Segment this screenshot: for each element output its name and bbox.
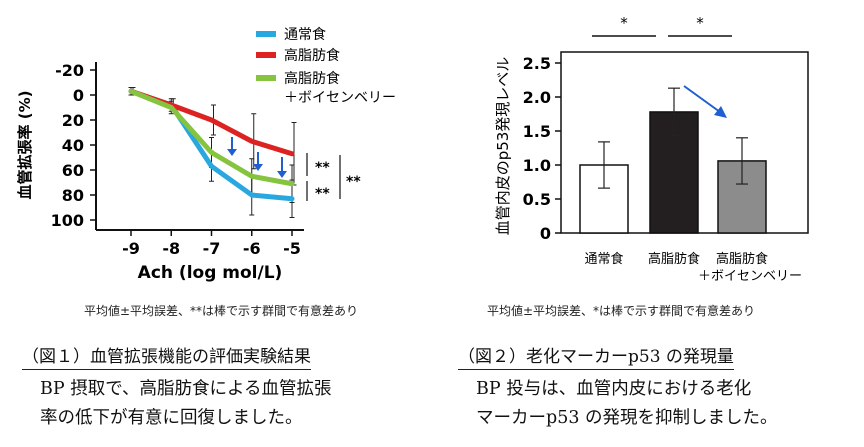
x-tick-label: -6	[243, 239, 261, 258]
figure2-caption: （図２）老化マーカーp53 の発現量	[458, 342, 734, 370]
x-tick-label: -5	[283, 239, 301, 258]
category-label: ＋ボイセンベリー	[698, 269, 802, 284]
x-tick-label: -7	[203, 239, 221, 258]
legend-label: 高脂肪食	[284, 70, 340, 87]
legend-label: 通常食	[284, 26, 326, 43]
x-tick-label: -8	[162, 239, 180, 258]
figure1-description: BP 摂取で、高脂肪食による血管拡張 率の低下が有意に回復しました。	[40, 375, 331, 433]
legend-label: ＋ボイセンベリー	[284, 90, 396, 106]
significance-mark: **	[346, 174, 361, 190]
y-axis-label: 血管内皮のp53発現レベル	[494, 57, 512, 236]
description-line: 率の低下が有意に回復しました。	[40, 408, 303, 428]
significance-mark: **	[315, 160, 330, 176]
y-axis-label: 血管拡張率 (%)	[16, 91, 34, 200]
y-tick-label: 80	[62, 186, 84, 205]
y-tick-label: 1.0	[523, 156, 551, 175]
category-label: 通常食	[584, 251, 623, 267]
y-tick-label: 40	[62, 136, 84, 155]
y-tick-label: 1.5	[523, 122, 551, 141]
x-axis-label: Ach (log mol/L)	[138, 263, 283, 283]
legend-label: 高脂肪食	[284, 47, 340, 64]
x-tick-label: -9	[122, 239, 140, 258]
arrow-head	[277, 171, 287, 178]
arrow-head	[227, 149, 237, 156]
y-tick-label: 20	[62, 111, 84, 130]
p53-bar-chart: 00.51.01.52.02.5 * * 通常食 高脂肪食 高脂肪食＋ボイセンベリー …	[494, 14, 809, 284]
y-tick-label: 0	[73, 86, 84, 105]
arrow-shaft	[683, 85, 721, 113]
y-tick-label: 100	[51, 211, 84, 230]
description-line: マーカーp53 の発現を抑制しました。	[476, 408, 778, 428]
vasodilation-line-chart: -20 0 20 40 60 80 100 -9 -8 -7 -6 -5 ** ** ** Ach (l…	[16, 26, 396, 283]
y-tick-label: 0	[540, 224, 551, 243]
description-line: BP 投与は、血管内皮における老化	[476, 379, 752, 399]
series-line-2	[128, 88, 295, 187]
arrow-head	[714, 106, 727, 118]
figure1-caption: （図１）血管拡張機能の評価実験結果	[22, 342, 311, 370]
down-arrow-icon	[277, 157, 287, 178]
category-label: 高脂肪食	[716, 251, 768, 267]
down-arrow-icon	[253, 152, 263, 171]
y-tick-label: -20	[55, 61, 84, 80]
y-tick-label: 2.0	[523, 88, 551, 107]
arrow-head	[253, 164, 263, 171]
y-tick-label: 2.5	[523, 54, 551, 73]
diagonal-arrow-icon	[683, 85, 727, 118]
category-label: 高脂肪食	[648, 251, 700, 267]
figure1-note: 平均値±平均誤差、**は棒で示す群間で有意差あり	[84, 304, 359, 318]
significance-mark: *	[696, 14, 704, 32]
significance-mark: *	[620, 14, 628, 32]
figure2-note: 平均値±平均誤差、*は棒で示す群間で有意差あり	[487, 304, 756, 318]
down-arrow-icon	[227, 137, 237, 156]
description-line: BP 摂取で、高脂肪食による血管拡張	[40, 379, 332, 399]
significance-mark: **	[315, 186, 330, 202]
figure2-description: BP 投与は、血管内皮における老化 マーカーp53 の発現を抑制しました。	[476, 375, 778, 433]
y-tick-label: 60	[62, 161, 84, 180]
y-tick-label: 0.5	[523, 190, 551, 209]
